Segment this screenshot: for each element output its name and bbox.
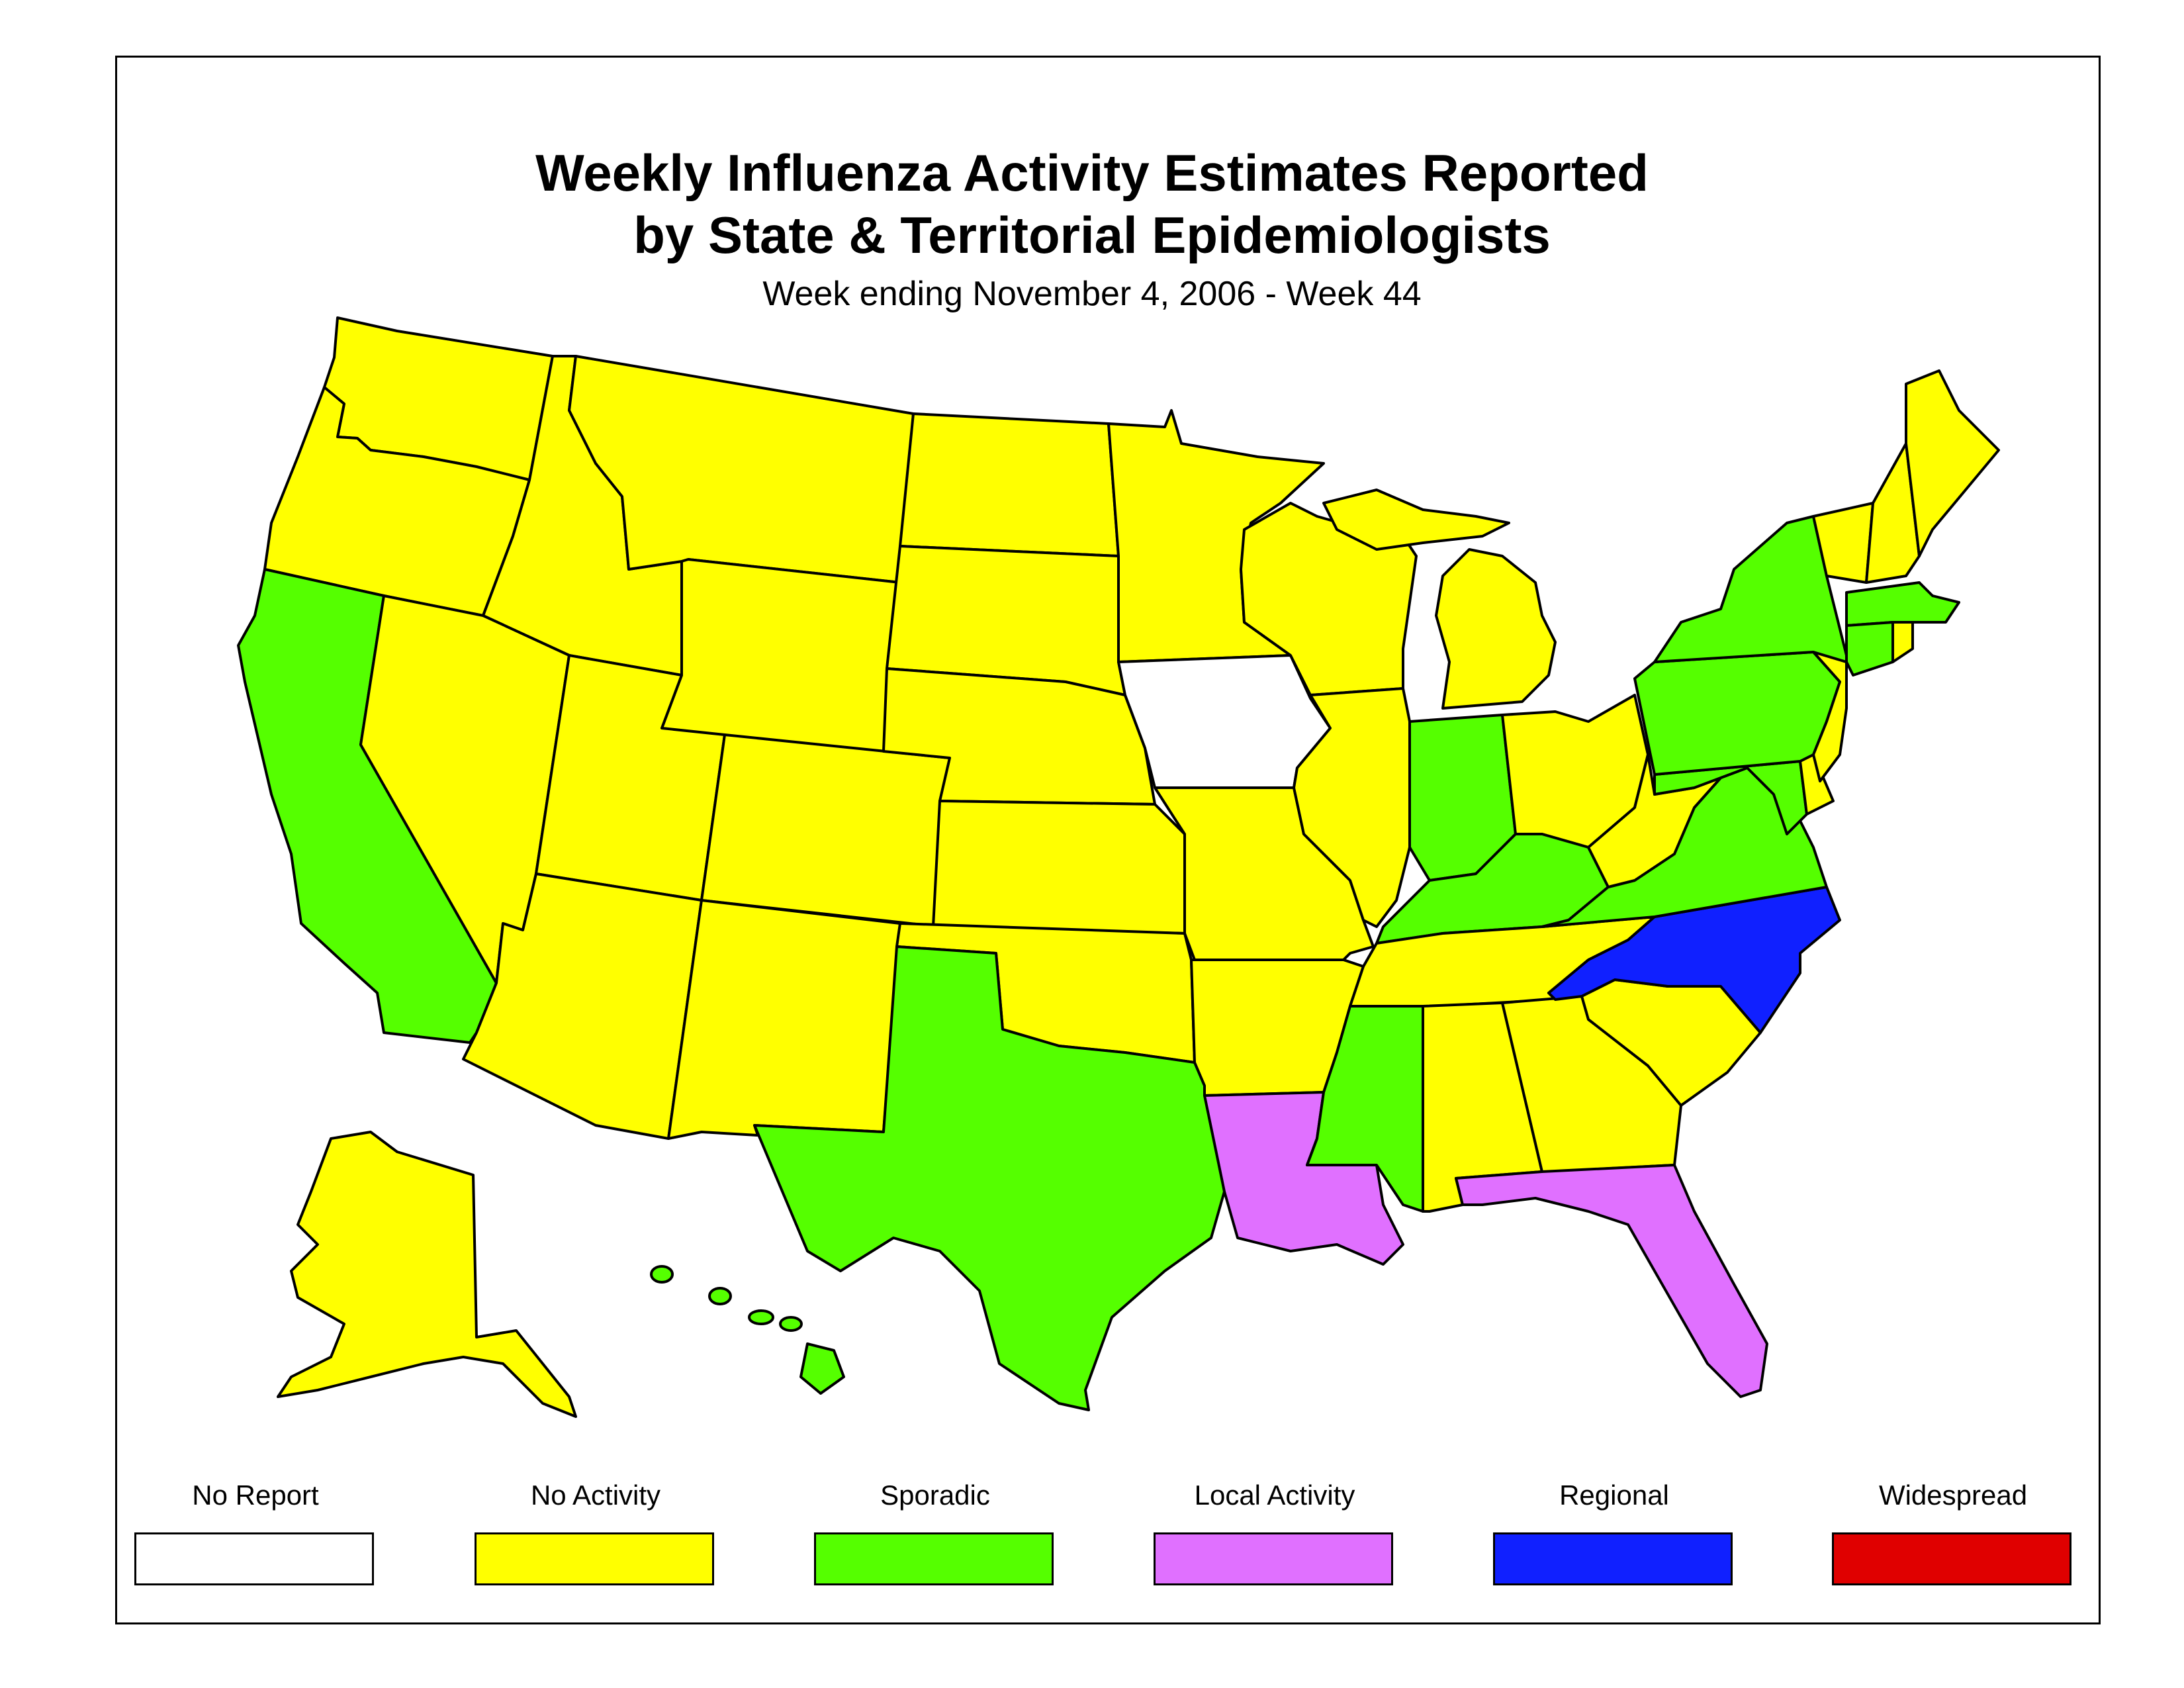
legend-label: No Report (192, 1479, 319, 1511)
legend-swatch (134, 1532, 374, 1585)
state-NC (1547, 886, 1841, 1034)
legend-item-widespread: Widespread (1832, 1479, 2074, 1585)
state-HI (650, 1265, 845, 1395)
map-title-line2: by State & Territorial Epidemiologists (633, 206, 1551, 264)
legend-label: No Activity (530, 1479, 661, 1511)
map-frame (115, 56, 2101, 1624)
legend-item-no-activity: No Activity (475, 1479, 717, 1585)
state-ND (899, 412, 1120, 557)
state-WY (660, 558, 901, 759)
state-CO (700, 733, 951, 928)
state-MA (1845, 581, 1960, 627)
state-AK (277, 1131, 577, 1418)
map-subtitle: Week ending November 4, 2006 - Week 44 (762, 275, 1422, 313)
map-title-line1: Weekly Influenza Activity Estimates Repo… (535, 144, 1649, 202)
state-FL (1455, 1164, 1768, 1398)
legend-swatch (1154, 1532, 1393, 1585)
legend-item-local-activity: Local Activity (1154, 1479, 1396, 1585)
legend-item-no-report: No Report (134, 1479, 377, 1585)
legend-swatch (1493, 1532, 1733, 1585)
legend-label: Sporadic (880, 1479, 990, 1511)
legend-label: Local Activity (1194, 1479, 1355, 1511)
state-TX (753, 945, 1226, 1411)
legend-swatch (814, 1532, 1054, 1585)
state-CT (1845, 621, 1894, 677)
state-MI-upper (1322, 489, 1510, 551)
state-MI (1435, 548, 1557, 710)
legend-label: Regional (1559, 1479, 1669, 1511)
legend-label: Widespread (1878, 1479, 2028, 1511)
state-NJ (1812, 651, 1848, 782)
state-NH (1865, 442, 1921, 584)
legend-swatch (475, 1532, 714, 1585)
legend-swatch (1832, 1532, 2071, 1585)
state-ME (1905, 369, 2000, 557)
state-NM (667, 899, 901, 1140)
state-KS (932, 800, 1186, 935)
state-PA (1633, 651, 1841, 776)
state-WI (1240, 502, 1418, 696)
state-RI (1891, 621, 1914, 663)
legend-item-sporadic: Sporadic (814, 1479, 1056, 1585)
legend-item-regional: Regional (1493, 1479, 1735, 1585)
